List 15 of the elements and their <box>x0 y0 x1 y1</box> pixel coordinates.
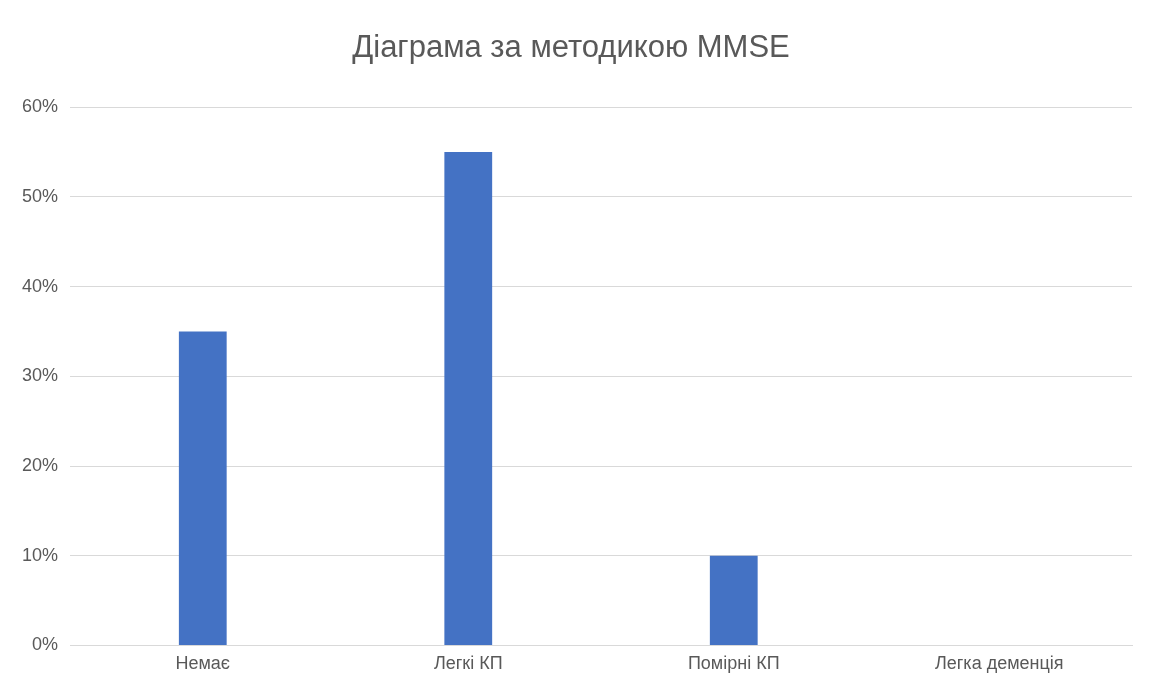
y-tick-label: 0% <box>32 634 59 655</box>
y-tick-label: 50% <box>22 185 59 206</box>
y-tick-label: 30% <box>22 365 59 386</box>
y-tick-label: 10% <box>22 544 59 565</box>
y-tick-label: 40% <box>22 275 59 296</box>
y-tick-label: 60% <box>22 96 59 117</box>
x-tick-label: Немає <box>175 653 231 674</box>
bar <box>444 152 493 645</box>
x-tick-label: Помірні КП <box>687 653 780 674</box>
x-tick-label: Легкі КП <box>433 653 503 674</box>
bar <box>178 331 227 645</box>
x-tick-label: Легка деменція <box>934 653 1064 674</box>
chart-title: Діаграма за методикою MMSE <box>352 29 790 65</box>
y-tick-label: 20% <box>22 454 59 475</box>
bar <box>709 555 758 645</box>
